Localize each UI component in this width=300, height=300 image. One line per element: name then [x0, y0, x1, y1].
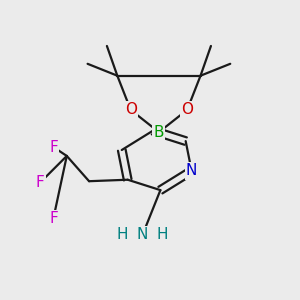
Text: H: H — [157, 227, 168, 242]
Text: N: N — [186, 163, 197, 178]
Text: B: B — [154, 125, 164, 140]
Text: N: N — [137, 227, 148, 242]
Text: F: F — [49, 140, 58, 154]
Text: H: H — [117, 227, 128, 242]
Text: O: O — [125, 102, 137, 117]
Text: F: F — [36, 175, 44, 190]
Text: F: F — [49, 211, 58, 226]
Text: O: O — [181, 102, 193, 117]
